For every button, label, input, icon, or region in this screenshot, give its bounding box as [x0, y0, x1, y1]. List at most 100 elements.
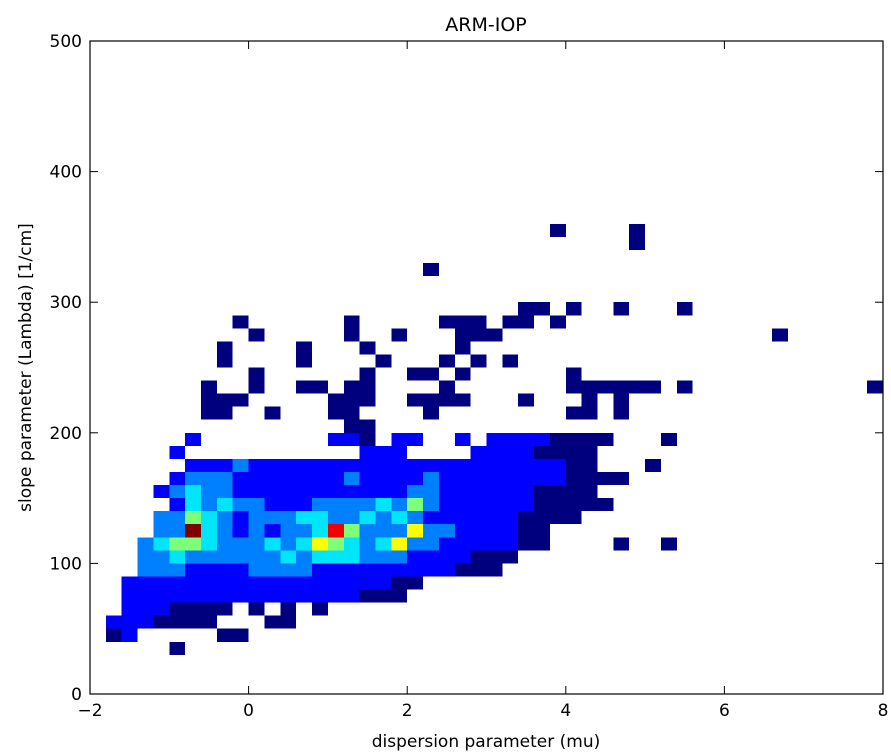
heatmap-cell	[122, 616, 138, 629]
y-tick-label: 400	[50, 163, 82, 183]
heatmap-cell	[534, 524, 550, 537]
heatmap-cell	[344, 524, 360, 537]
heatmap-cell	[471, 485, 487, 498]
heatmap-cell	[391, 459, 407, 472]
x-tick-label: 8	[878, 701, 889, 721]
heatmap-cell	[471, 328, 487, 341]
heatmap-cell	[502, 498, 518, 511]
heatmap-cell	[217, 537, 233, 550]
heatmap-cell	[423, 550, 439, 563]
heatmap-cell	[296, 459, 312, 472]
heatmap-cell	[471, 511, 487, 524]
heatmap-cell	[185, 472, 201, 485]
heatmap-cell	[312, 472, 328, 485]
heatmap-cell	[391, 563, 407, 576]
heatmap-cell	[233, 472, 249, 485]
heatmap-cell	[217, 603, 233, 616]
heatmap-cell	[455, 433, 471, 446]
heatmap-cell	[217, 472, 233, 485]
heatmap-cell	[360, 459, 376, 472]
heatmap-cell	[344, 550, 360, 563]
heatmap-cell	[328, 511, 344, 524]
heatmap-cell	[249, 485, 265, 498]
heatmap-cell	[502, 472, 518, 485]
heatmap-cell	[518, 511, 534, 524]
heatmap-cell	[201, 381, 217, 394]
heatmap-cell	[201, 563, 217, 576]
heatmap-cell	[328, 485, 344, 498]
heatmap-cell	[391, 485, 407, 498]
heatmap-cell	[455, 341, 471, 354]
heatmap-cell	[296, 590, 312, 603]
heatmap-cell	[502, 485, 518, 498]
heatmap-cell	[201, 524, 217, 537]
heatmap-cell	[471, 459, 487, 472]
heatmap-cell	[280, 485, 296, 498]
heatmap-cell	[312, 459, 328, 472]
heatmap-cell	[264, 524, 280, 537]
heatmap-cell	[360, 524, 376, 537]
heatmap-cell	[122, 590, 138, 603]
heatmap-cell	[344, 563, 360, 576]
heatmap-cell	[233, 629, 249, 642]
heatmap-cell	[645, 459, 661, 472]
heatmap-cell	[344, 407, 360, 420]
heatmap-cell	[582, 485, 598, 498]
heatmap-cell	[566, 302, 582, 315]
heatmap-cell	[264, 511, 280, 524]
heatmap-cell	[423, 563, 439, 576]
heatmap-cell	[344, 498, 360, 511]
heatmap-cell	[439, 524, 455, 537]
heatmap-cell	[613, 407, 629, 420]
heatmap-cell	[217, 629, 233, 642]
heatmap-cell	[264, 485, 280, 498]
heatmap-cell	[296, 381, 312, 394]
heatmap-cell	[407, 576, 423, 589]
heatmap-cell	[360, 341, 376, 354]
heatmap-cell	[217, 394, 233, 407]
heatmap-cell	[328, 590, 344, 603]
heatmap-cell	[487, 328, 503, 341]
heatmap-cell	[502, 550, 518, 563]
x-tick-label: 2	[402, 701, 413, 721]
heatmap-cell	[344, 433, 360, 446]
heatmap-cell	[360, 446, 376, 459]
heatmap-cell	[423, 472, 439, 485]
heatmap-cell	[518, 302, 534, 315]
heatmap-cell	[677, 381, 693, 394]
heatmap-cell	[455, 472, 471, 485]
heatmap-cell	[280, 616, 296, 629]
heatmap-cell	[455, 459, 471, 472]
heatmap-cell	[280, 498, 296, 511]
heatmap-cell	[169, 485, 185, 498]
heatmap-cell	[328, 433, 344, 446]
heatmap-cell	[375, 511, 391, 524]
heatmap-cell	[296, 550, 312, 563]
heatmap-cell	[312, 537, 328, 550]
heatmap-cell	[772, 328, 788, 341]
heatmap-cell	[550, 498, 566, 511]
heatmap-cell	[185, 590, 201, 603]
heatmap-cell	[217, 590, 233, 603]
heatmap-cell	[249, 368, 265, 381]
heatmap-cell	[296, 354, 312, 367]
heatmap-cell	[201, 537, 217, 550]
heatmap-cell	[407, 394, 423, 407]
heatmap-cell	[423, 524, 439, 537]
heatmap-cell	[550, 459, 566, 472]
heatmap-cell	[629, 224, 645, 237]
heatmap-cell	[328, 576, 344, 589]
heatmap-cell	[375, 524, 391, 537]
heatmap-cell	[201, 616, 217, 629]
heatmap-cell	[249, 590, 265, 603]
heatmap-cell	[407, 550, 423, 563]
heatmap-cell	[296, 524, 312, 537]
heatmap-cell	[360, 433, 376, 446]
heatmap-cell	[296, 472, 312, 485]
heatmap-cell	[534, 485, 550, 498]
heatmap-cell	[487, 459, 503, 472]
heatmap-cell	[455, 498, 471, 511]
heatmap-cell	[550, 472, 566, 485]
heatmap-cell	[201, 603, 217, 616]
